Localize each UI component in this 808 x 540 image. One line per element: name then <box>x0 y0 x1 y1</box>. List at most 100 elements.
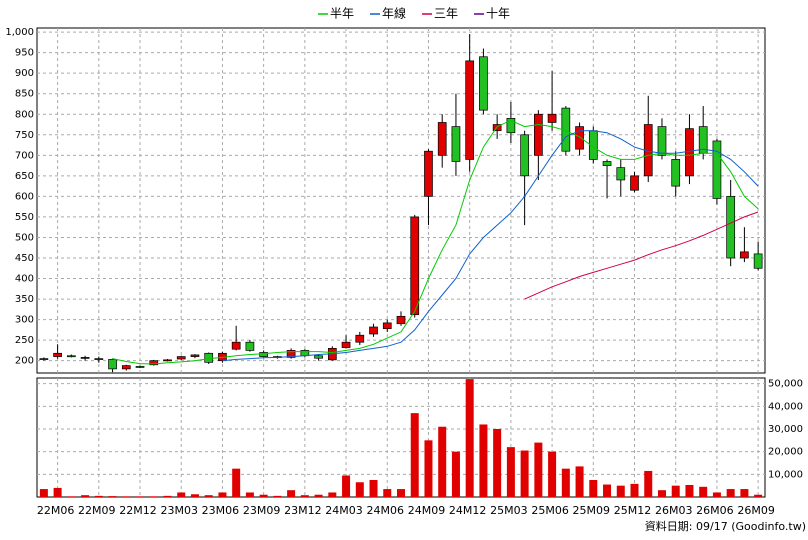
candle-body <box>396 315 406 325</box>
legend-label: 三年 <box>434 7 458 21</box>
candle-body <box>657 126 667 156</box>
volume-bar <box>81 495 90 497</box>
x-tick-label: 26M09 <box>737 504 775 517</box>
volume-bar <box>342 475 351 497</box>
volume-bar <box>94 495 103 497</box>
volume-bar <box>300 495 309 497</box>
y-tick-label: 600 <box>15 191 34 202</box>
volume-bar <box>328 492 337 497</box>
volume-bar <box>67 496 76 497</box>
x-tick-label: 24M06 <box>367 504 405 517</box>
volume-bar <box>273 495 282 497</box>
candle-body <box>712 140 722 199</box>
volume-bar <box>671 485 680 497</box>
y-tick-label: 750 <box>15 130 34 141</box>
x-tick-label: 23M09 <box>243 504 281 517</box>
volume-bar <box>163 495 172 497</box>
candle-body <box>66 355 76 358</box>
y-tick-label: 300 <box>15 315 34 326</box>
volume-bar <box>616 485 625 497</box>
candle-body <box>94 358 104 360</box>
candle-body <box>437 122 447 156</box>
candle-body <box>80 357 90 359</box>
y-tick-label: 400 <box>15 274 34 285</box>
volume-bar <box>122 496 131 497</box>
legend-label: 半年 <box>330 7 354 21</box>
y-tick-label: 450 <box>15 253 34 264</box>
volume-tick-label: 40,000 <box>768 401 803 412</box>
x-tick-label: 24M03 <box>325 504 363 517</box>
y-tick-label: 550 <box>15 212 34 223</box>
x-tick-label: 25M03 <box>490 504 528 517</box>
y-tick-label: 950 <box>15 48 34 59</box>
candle-body <box>245 341 255 351</box>
ma-line <box>222 130 759 362</box>
volume-bar <box>589 480 598 497</box>
candle-body <box>753 253 763 269</box>
volume-bar <box>657 490 666 497</box>
y-tick-label: 350 <box>15 294 34 305</box>
volume-bar <box>438 426 447 497</box>
candle-body <box>424 150 433 197</box>
candle-body <box>616 167 626 181</box>
candle-body <box>314 355 323 359</box>
volume-bar <box>644 470 653 497</box>
volume-bar <box>740 489 749 497</box>
candle-body <box>382 322 392 329</box>
volume-bar <box>534 442 543 497</box>
volume-bar <box>603 484 612 497</box>
volume-bar <box>245 492 254 497</box>
y-tick-label: 200 <box>15 356 34 367</box>
x-tick-label: 26M03 <box>655 504 693 517</box>
candle-body <box>492 124 502 132</box>
candle-body <box>108 359 117 370</box>
volume-bar <box>548 451 557 497</box>
y-tick-label: 250 <box>15 335 34 346</box>
candle-body <box>465 60 475 160</box>
candle-body <box>506 118 516 134</box>
candle-body <box>534 113 543 156</box>
legend-label: 年線 <box>382 6 406 21</box>
candle-body <box>355 334 365 343</box>
volume-bar <box>451 451 460 497</box>
candle-body <box>410 216 420 316</box>
candle-body <box>259 352 268 357</box>
volume-bar <box>232 468 241 497</box>
candle-body <box>341 341 351 348</box>
volume-bar <box>53 487 62 497</box>
volume-bar <box>630 483 639 497</box>
volume-bar <box>479 424 488 497</box>
volume-bar <box>575 466 584 497</box>
x-tick-label: 24M09 <box>408 504 446 517</box>
volume-bar <box>726 489 735 497</box>
x-tick-label: 25M06 <box>531 504 569 517</box>
volume-tick-label: 50,000 <box>768 379 803 390</box>
volume-bar <box>561 468 570 497</box>
volume-bar <box>410 413 419 497</box>
volume-bar <box>204 495 213 497</box>
volume-bar <box>369 480 378 497</box>
candle-body <box>163 359 172 362</box>
candle-body <box>231 341 241 350</box>
candle-body <box>685 128 694 177</box>
y-tick-label: 700 <box>15 150 34 161</box>
candle-body <box>121 365 131 370</box>
volume-bar <box>149 496 158 497</box>
volume-bar <box>424 440 433 497</box>
ma-line <box>524 211 759 300</box>
volume-bar <box>39 489 48 497</box>
price-panel <box>36 27 766 374</box>
volume-bar <box>685 484 694 497</box>
source-note: 資料日期: 09/17 (Goodinfo.tw) <box>645 519 806 533</box>
y-tick-label: 800 <box>15 109 34 120</box>
candle-body <box>451 126 461 162</box>
x-tick-label: 22M09 <box>78 504 116 517</box>
candle-body <box>575 126 584 150</box>
candle-body <box>53 352 62 357</box>
volume-tick-label: 30,000 <box>768 424 803 435</box>
x-tick-label: 22M12 <box>119 504 157 517</box>
volume-bar <box>465 379 474 497</box>
volume-bar <box>287 490 296 497</box>
volume-bar <box>314 494 323 497</box>
